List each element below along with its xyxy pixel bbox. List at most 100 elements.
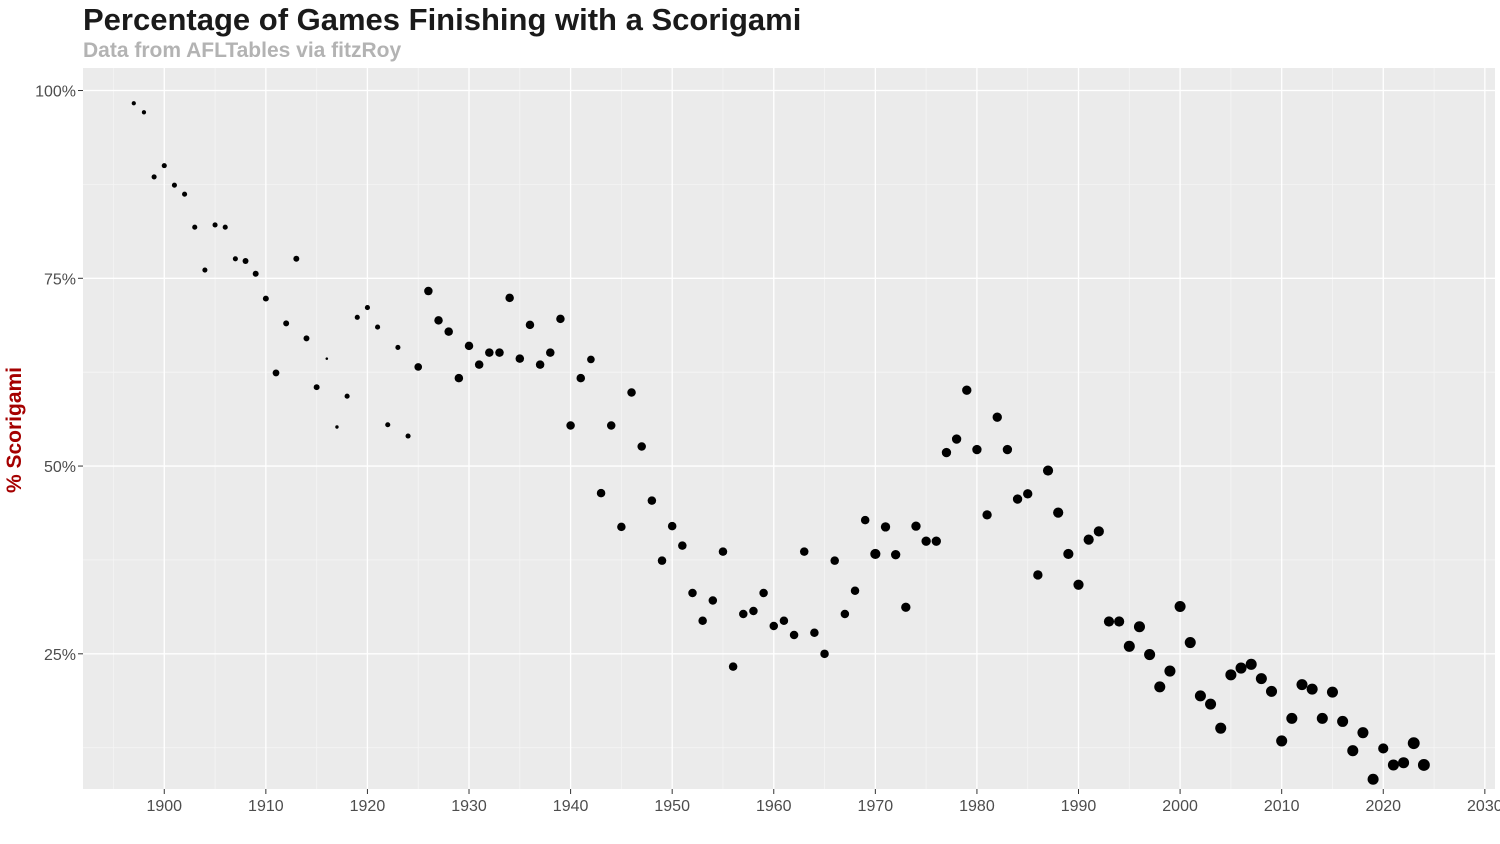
x-tick-label: 2020 [1365, 798, 1401, 815]
data-point [972, 444, 982, 455]
data-point [739, 609, 748, 619]
data-point [414, 363, 423, 371]
data-point [1286, 712, 1298, 724]
data-point [505, 293, 514, 303]
data-point [830, 556, 839, 565]
data-point [1194, 690, 1206, 702]
plot-panel [83, 68, 1495, 789]
data-point [1123, 640, 1135, 652]
data-point [131, 101, 136, 106]
data-point [779, 616, 789, 626]
data-point [576, 373, 586, 383]
data-point [212, 222, 218, 228]
data-point [485, 348, 494, 357]
x-tick-label: 1990 [1061, 798, 1097, 815]
x-tick-label: 1970 [858, 798, 894, 815]
data-point [1378, 743, 1389, 754]
x-tick-label: 1910 [248, 798, 284, 815]
data-point [941, 447, 952, 458]
data-point [1144, 649, 1156, 661]
data-point [1387, 759, 1399, 771]
data-point [840, 609, 850, 619]
data-point [1276, 735, 1288, 747]
x-tick-label: 1940 [553, 798, 589, 815]
data-point [789, 630, 799, 640]
data-point [444, 327, 453, 336]
data-point [962, 385, 972, 395]
data-point [232, 256, 238, 262]
data-point [901, 602, 911, 612]
data-point [1164, 665, 1176, 677]
data-point [606, 421, 616, 430]
x-tick-label: 2000 [1162, 798, 1198, 815]
data-point [1215, 722, 1227, 734]
data-point [222, 224, 228, 230]
data-point [1023, 489, 1033, 499]
data-point [556, 314, 565, 324]
data-point [718, 547, 728, 556]
data-point [161, 163, 167, 169]
data-point [698, 616, 707, 626]
data-point [325, 357, 329, 360]
data-point [1063, 548, 1074, 560]
data-point [1205, 698, 1217, 710]
data-point [820, 649, 829, 659]
data-point [566, 421, 575, 430]
data-point [1133, 621, 1145, 633]
data-point [1235, 662, 1247, 674]
data-point [546, 348, 555, 357]
data-point [1154, 681, 1166, 693]
data-point [262, 295, 269, 302]
data-point [982, 510, 992, 520]
data-point [1347, 745, 1359, 757]
data-point [688, 588, 697, 598]
data-point [313, 384, 320, 391]
data-point [1357, 727, 1369, 739]
data-point [1073, 579, 1084, 590]
data-point [464, 341, 474, 351]
data-point [495, 348, 504, 357]
data-point [931, 536, 941, 546]
data-point [1184, 637, 1196, 649]
data-point [202, 267, 208, 273]
data-point [1103, 616, 1115, 627]
data-point [678, 541, 687, 550]
data-point [1083, 534, 1094, 545]
data-point [525, 320, 535, 330]
x-tick-label: 1920 [350, 798, 386, 815]
data-point [1306, 683, 1318, 695]
data-point [171, 182, 177, 188]
data-point [434, 316, 443, 325]
data-point [395, 344, 401, 350]
data-point [354, 314, 360, 320]
data-point [1245, 658, 1257, 670]
data-point [1296, 679, 1308, 691]
y-tick-label: 75% [44, 271, 76, 288]
data-point [617, 522, 626, 532]
x-tick-label: 2010 [1264, 798, 1300, 815]
y-tick-label: 50% [44, 459, 76, 476]
gridlines [83, 68, 1495, 789]
data-point [344, 393, 350, 399]
data-point [587, 355, 595, 364]
data-point [627, 388, 636, 397]
data-point [1012, 494, 1023, 504]
data-point [141, 110, 147, 115]
data-point [1225, 669, 1237, 681]
data-point [1042, 465, 1054, 476]
data-point [1265, 685, 1278, 697]
data-point [708, 596, 718, 605]
data-point [1033, 570, 1043, 580]
data-point [860, 515, 870, 525]
x-tick-label: 1960 [756, 798, 792, 815]
data-point [1316, 712, 1328, 724]
data-point [647, 496, 657, 505]
chart-subtitle: Data from AFLTables via fitzRoy [83, 39, 402, 62]
chart-title: Percentage of Games Finishing with a Sco… [83, 2, 802, 37]
data-point [385, 422, 391, 428]
data-point [596, 488, 606, 498]
data-point [1114, 616, 1125, 627]
data-point [182, 191, 188, 197]
data-point [890, 550, 901, 560]
